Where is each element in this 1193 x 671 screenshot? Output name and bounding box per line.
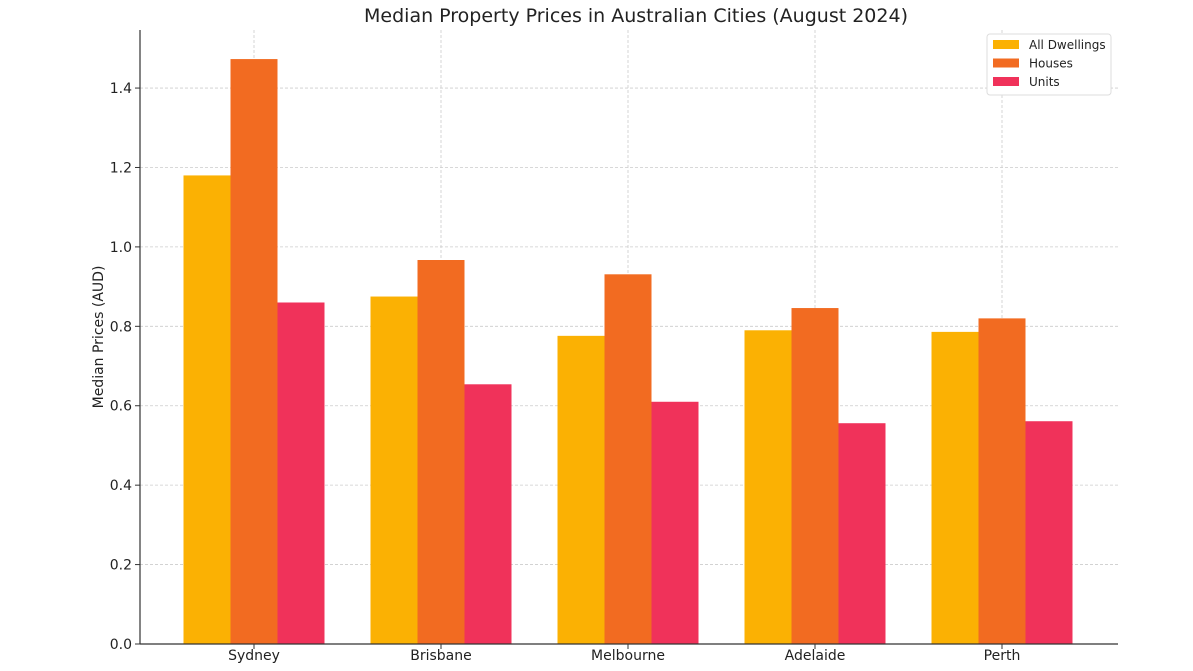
bar-brisbane-all-dwellings	[370, 296, 418, 644]
bar-brisbane-houses	[417, 260, 465, 644]
bar-melbourne-units	[651, 401, 699, 644]
bar-adelaide-units	[838, 423, 886, 644]
bar-melbourne-all-dwellings	[557, 335, 605, 644]
y-tick-label: 0.2	[110, 558, 132, 574]
legend-swatch	[993, 58, 1019, 68]
y-tick-label: 0.6	[110, 399, 132, 415]
bar-brisbane-units	[464, 384, 512, 644]
y-tick-label: 1.4	[110, 81, 132, 97]
legend-label: Units	[1029, 75, 1060, 89]
bar-perth-units	[1025, 421, 1073, 644]
y-axis-label: Median Prices (AUD)	[91, 266, 107, 409]
bar-adelaide-houses	[791, 308, 839, 644]
y-tick-label: 0.0	[110, 637, 132, 653]
y-tick-label: 0.4	[110, 478, 132, 494]
bar-sydney-units	[277, 302, 325, 644]
legend-label: Houses	[1029, 57, 1073, 71]
bar-perth-houses	[978, 318, 1026, 644]
y-tick-label: 0.8	[110, 319, 132, 335]
bar-melbourne-houses	[604, 274, 652, 644]
bar-perth-all-dwellings	[931, 331, 979, 644]
bar-adelaide-all-dwellings	[744, 330, 792, 644]
legend: All Dwellings Houses Units	[986, 33, 1112, 96]
legend-swatch	[993, 77, 1019, 86]
bar-sydney-all-dwellings	[183, 175, 231, 644]
x-tick-label: Sydney	[228, 648, 280, 664]
x-tick-label: Melbourne	[591, 648, 665, 664]
legend-label: All Dwellings	[1029, 38, 1106, 52]
bar-sydney-houses	[230, 59, 278, 644]
chart-title: Median Property Prices in Australian Cit…	[364, 5, 908, 27]
x-tick-label: Adelaide	[785, 648, 846, 664]
y-tick-label: 1.0	[110, 240, 132, 256]
x-tick-label: Perth	[984, 648, 1021, 664]
y-tick-label: 1.2	[110, 160, 132, 176]
legend-swatch	[993, 40, 1019, 49]
x-tick-label: Brisbane	[410, 648, 472, 664]
